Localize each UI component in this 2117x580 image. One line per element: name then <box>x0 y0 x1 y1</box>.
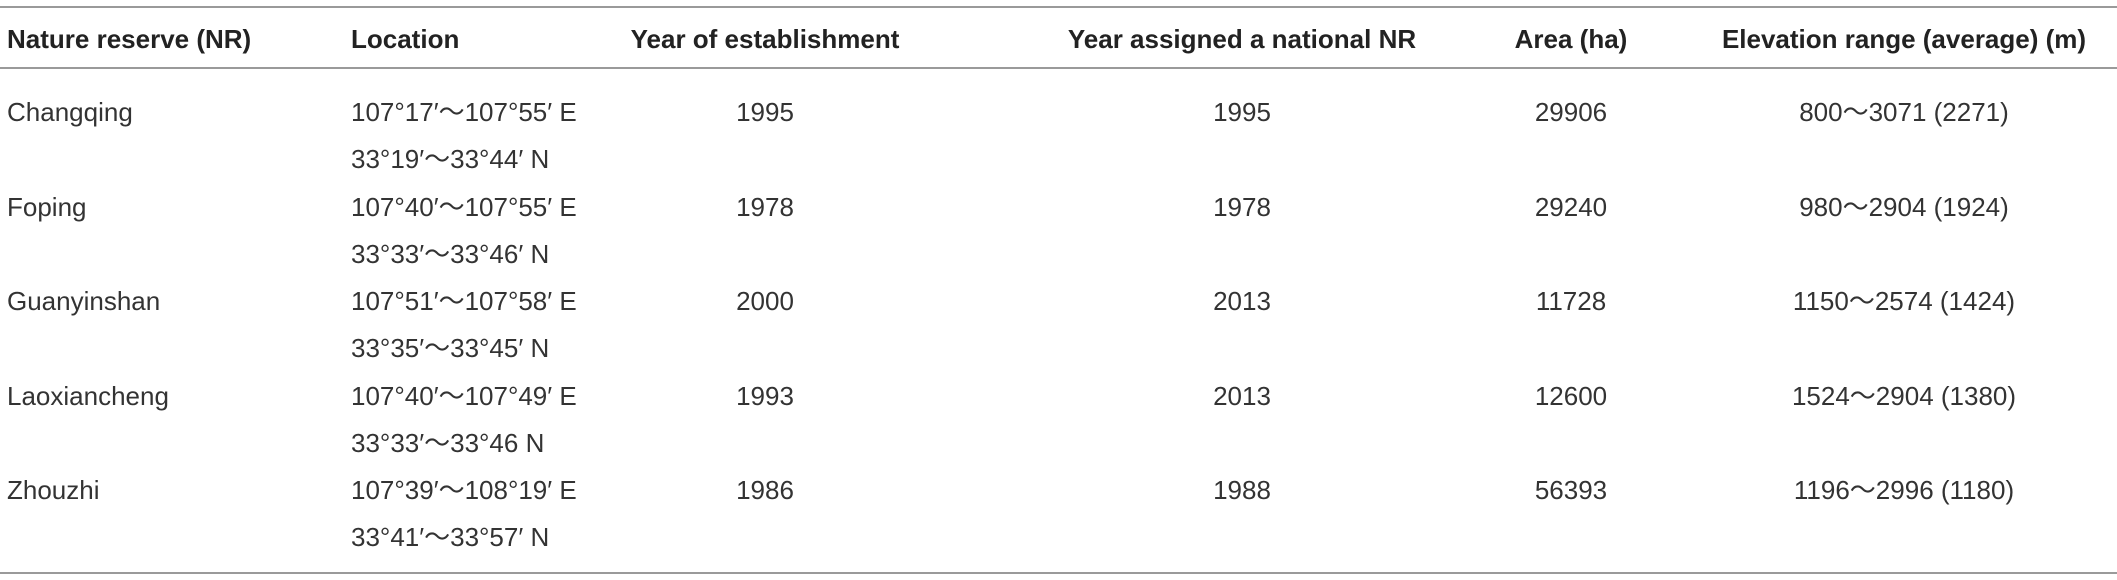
column-header: Year assigned a national NR <box>1067 24 1417 54</box>
area: 29240 <box>1534 191 1608 222</box>
year-national: 1988 <box>1213 475 1271 505</box>
location-line: 33°33′～33°46 N <box>351 427 545 458</box>
elevation: 1524～2904 (1380) <box>1791 380 2017 411</box>
location-line: 107°40′～107°49′ E <box>351 380 577 411</box>
elevation: 1196～2996 (1180) <box>1793 475 2015 505</box>
reserve-name: Zhouzhi <box>7 475 100 505</box>
column-header: Nature reserve (NR) <box>7 24 252 54</box>
year-established: 1986 <box>736 475 794 505</box>
location-line: 107°39′～108°19′ E <box>351 475 577 505</box>
area: 56393 <box>1534 475 1608 505</box>
header-rule <box>0 67 2117 69</box>
elevation: 980～2904 (1924) <box>1799 191 2009 222</box>
year-national: 1995 <box>1213 97 1271 127</box>
column-header: Year of establishment <box>630 24 900 54</box>
column-header: Location <box>351 24 460 54</box>
column-header: Area (ha) <box>1514 24 1628 54</box>
year-established: 2000 <box>736 286 794 316</box>
elevation: 800～3071 (2271) <box>1799 97 2009 127</box>
area: 12600 <box>1534 380 1608 411</box>
reserve-name: Laoxiancheng <box>7 380 169 411</box>
year-established: 1978 <box>736 191 794 222</box>
year-established: 1993 <box>736 380 794 411</box>
location-line: 33°33′～33°46′ N <box>351 238 550 269</box>
location-line: 33°19′～33°44′ N <box>351 144 550 174</box>
year-national: 2013 <box>1213 286 1271 316</box>
location-line: 33°41′～33°57′ N <box>351 522 550 552</box>
bottom-rule <box>0 572 2117 574</box>
reserve-name: Foping <box>7 191 87 222</box>
location-line: 107°51′～107°58′ E <box>351 286 577 316</box>
reserve-name: Changqing <box>7 97 133 127</box>
reserve-name: Guanyinshan <box>7 286 161 316</box>
location-line: 107°40′～107°55′ E <box>351 191 577 222</box>
area: 29906 <box>1534 97 1608 127</box>
area: 11728 <box>1535 286 1607 316</box>
top-rule <box>0 6 2117 8</box>
year-established: 1995 <box>736 97 794 127</box>
year-national: 1978 <box>1213 191 1271 222</box>
elevation: 1150～2574 (1424) <box>1792 286 2016 316</box>
column-header: Elevation range (average) (m) <box>1721 24 2087 54</box>
location-line: 107°17′～107°55′ E <box>351 97 577 127</box>
location-line: 33°35′～33°45′ N <box>351 333 550 363</box>
year-national: 2013 <box>1213 380 1271 411</box>
